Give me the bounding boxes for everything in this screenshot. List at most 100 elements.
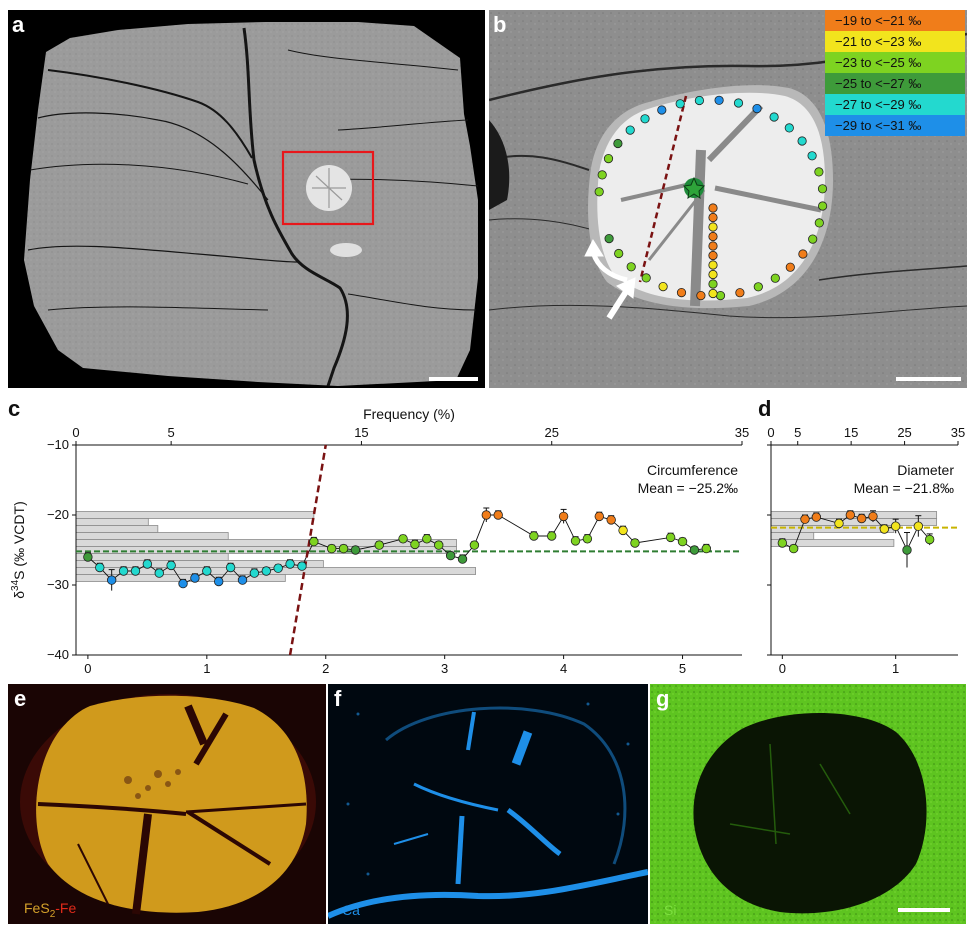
annotation-mean: Mean = −25.2‰ (638, 480, 738, 496)
y-axis-label: δ34S (‰ VCDT) (10, 501, 27, 598)
data-point (130, 566, 141, 576)
analysis-spot (817, 201, 828, 211)
data-point (879, 524, 890, 534)
panel-label-e: e (14, 686, 27, 711)
panel-g: Si g (650, 684, 966, 924)
data-point (558, 511, 569, 522)
analysis-spot (753, 282, 763, 292)
transect-line (638, 95, 688, 283)
analysis-spot (797, 136, 807, 146)
data-point (777, 538, 788, 548)
x2-tick-label: 15 (354, 425, 368, 440)
analysis-spot (614, 248, 624, 259)
panel-label-a: a (12, 12, 25, 37)
analysis-spot (604, 234, 614, 244)
histogram-bar (770, 525, 895, 533)
y-tick-label: −40 (47, 647, 69, 662)
si-map (650, 684, 966, 924)
analysis-spot (708, 241, 718, 251)
analysis-spot (733, 98, 744, 108)
panel-label-g: g (656, 686, 670, 711)
histogram-bar (75, 546, 457, 554)
histogram-bar (75, 518, 149, 526)
data-point (445, 550, 456, 561)
panel-a: a (8, 10, 485, 388)
data-point (95, 562, 105, 573)
legend-item: −25 to <−27 ‰ (825, 73, 965, 94)
data-point (398, 534, 408, 544)
analysis-spot (770, 273, 780, 283)
analysis-spot (594, 187, 604, 197)
x-tick-label: 5 (679, 661, 686, 675)
data-point (800, 514, 810, 524)
x-tick-label: 0 (84, 661, 91, 675)
panel-b: b −19 to <−21 ‰ −21 to <−23 ‰ −23 to <−2… (489, 10, 967, 388)
legend-item: −27 to <−29 ‰ (825, 94, 965, 115)
data-point (924, 534, 935, 545)
x2-axis-label: Frequency (%) (363, 406, 455, 422)
x2-tick-label: 25 (544, 425, 558, 440)
bright-inclusion (330, 243, 362, 257)
analysis-spot (696, 290, 706, 301)
histogram-bar (770, 539, 895, 547)
data-point (788, 543, 799, 554)
arrows (584, 238, 636, 320)
rock-slab (24, 22, 478, 386)
data-point (202, 566, 212, 576)
data-point (178, 578, 188, 589)
data-point (890, 521, 901, 531)
data-point (582, 534, 593, 544)
y-tick-label: −20 (47, 507, 69, 522)
analysis-spot (807, 151, 817, 161)
analysis-spot (708, 250, 718, 261)
analysis-spot (657, 105, 667, 115)
histogram-bar (770, 518, 938, 526)
x-tick-label: 1 (892, 661, 899, 675)
data-point (630, 538, 640, 548)
x2-tick-label: 35 (735, 425, 749, 440)
data-point (529, 531, 539, 541)
analysis-spot (708, 288, 718, 299)
color-legend: −19 to <−21 ‰ −21 to <−23 ‰ −23 to <−25 … (825, 10, 965, 136)
analysis-spot (675, 99, 685, 109)
pyrite-map (36, 695, 307, 913)
x2-tick-label: 15 (844, 425, 858, 440)
data-point (913, 521, 924, 531)
analysis-spot (784, 123, 794, 133)
data-point (83, 552, 93, 562)
annotation-title: Diameter (897, 462, 954, 478)
analysis-spot (641, 273, 651, 283)
analysis-spot (603, 154, 614, 164)
analysis-spot (817, 184, 828, 194)
analysis-spot (658, 281, 668, 292)
data-point (665, 532, 676, 543)
data-point (618, 525, 628, 536)
analysis-spot (752, 104, 762, 114)
data-point (214, 576, 224, 587)
analysis-spot (708, 231, 718, 242)
analysis-spot (640, 114, 650, 124)
legend-item: −19 to <−21 ‰ (825, 10, 965, 31)
data-point (594, 511, 604, 522)
series-line (87, 514, 707, 585)
data-point (493, 510, 503, 520)
x-tick-label: 2 (322, 661, 329, 675)
analysis-spot (708, 269, 718, 280)
panel-label-d: d (758, 396, 771, 421)
data-point (273, 563, 283, 573)
analysis-spot (785, 262, 795, 272)
analysis-spot (676, 287, 687, 298)
data-point (856, 513, 867, 524)
map-label-f: Ca (342, 902, 360, 918)
analysis-spot (708, 279, 718, 289)
data-point (689, 545, 700, 555)
data-point (902, 545, 912, 555)
data-point (547, 531, 557, 541)
data-point (374, 540, 384, 550)
data-point (338, 543, 349, 554)
data-point (249, 568, 260, 578)
analysis-spot (708, 203, 718, 213)
analysis-spot (708, 260, 718, 270)
analysis-spot (626, 262, 636, 272)
